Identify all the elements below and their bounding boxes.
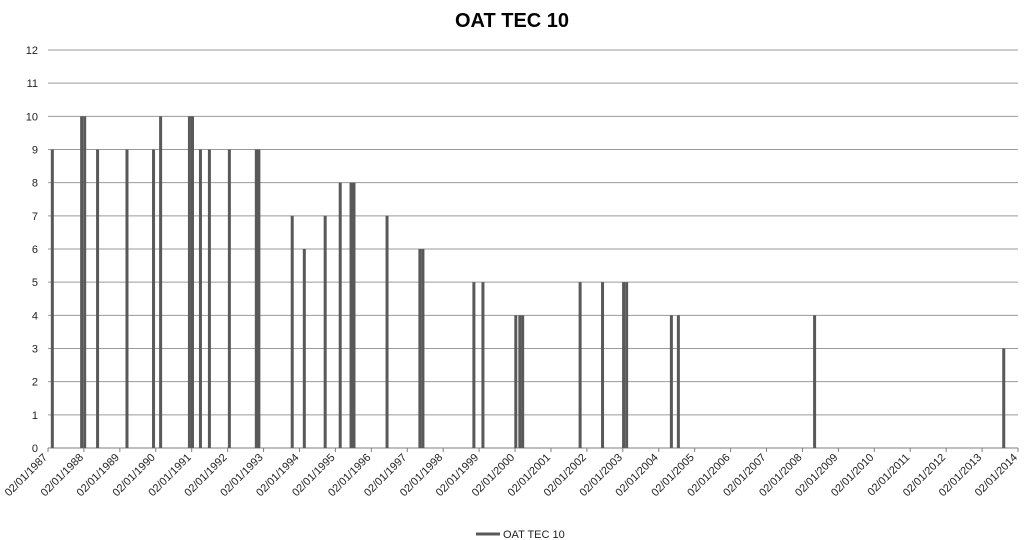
bar xyxy=(481,282,485,448)
bar xyxy=(207,149,211,448)
y-tick-label: 3 xyxy=(32,344,38,356)
bar xyxy=(418,249,422,448)
bar xyxy=(302,249,306,448)
bar xyxy=(187,116,191,448)
bar xyxy=(338,182,342,448)
bar xyxy=(125,149,129,448)
bar xyxy=(385,215,389,448)
legend-label: OAT TEC 10 xyxy=(503,529,565,540)
y-tick-label: 1 xyxy=(32,410,38,422)
bar xyxy=(198,149,202,448)
bar xyxy=(159,116,163,448)
bar xyxy=(669,315,673,448)
bar xyxy=(80,116,84,448)
bar xyxy=(1002,348,1006,448)
bar xyxy=(323,215,327,448)
bar xyxy=(290,215,294,448)
bar xyxy=(622,282,626,448)
y-tick-label: 10 xyxy=(26,111,38,123)
y-tick-label: 2 xyxy=(32,377,38,389)
bar xyxy=(676,315,680,448)
y-tick-label: 11 xyxy=(27,78,38,90)
y-tick-label: 0 xyxy=(32,443,38,455)
y-tick-label: 9 xyxy=(32,145,38,157)
bar-layer xyxy=(50,116,1006,448)
bar xyxy=(352,182,356,448)
bar xyxy=(227,149,231,448)
y-tick-label: 8 xyxy=(32,178,38,190)
bar xyxy=(83,116,87,448)
bar xyxy=(190,116,194,448)
bar xyxy=(813,315,817,448)
y-tick-label: 5 xyxy=(32,277,38,289)
bar xyxy=(625,282,629,448)
y-tick-label: 4 xyxy=(32,310,38,322)
bar xyxy=(50,149,54,448)
y-tick-label: 6 xyxy=(32,244,38,256)
bar xyxy=(518,315,522,448)
y-tick-label: 12 xyxy=(26,45,38,57)
legend: OAT TEC 10 xyxy=(476,529,565,540)
x-axis-ticks: 02/01/198702/01/198802/01/198902/01/1990… xyxy=(3,448,1020,499)
bar xyxy=(421,249,425,448)
bar xyxy=(521,315,525,448)
chart-title: OAT TEC 10 xyxy=(455,10,569,32)
bar xyxy=(257,149,261,448)
bar xyxy=(601,282,605,448)
bar xyxy=(152,149,156,448)
bar xyxy=(254,149,258,448)
bar xyxy=(472,282,476,448)
bar xyxy=(578,282,582,448)
bar xyxy=(96,149,100,448)
bar xyxy=(514,315,518,448)
y-tick-label: 7 xyxy=(32,211,38,223)
bar xyxy=(349,182,353,448)
